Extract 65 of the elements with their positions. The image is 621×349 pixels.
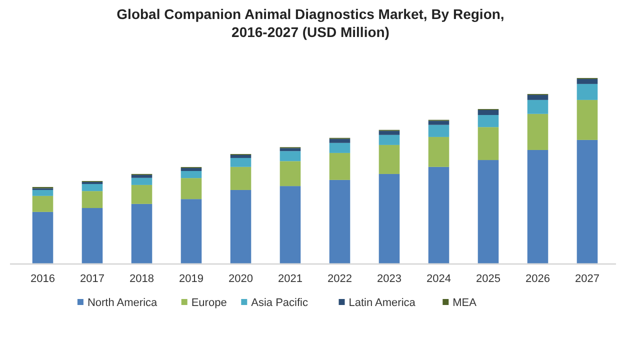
bar — [180, 171, 202, 178]
bar — [280, 161, 301, 186]
bar — [82, 208, 103, 264]
bar — [378, 174, 400, 264]
bar — [230, 158, 252, 167]
x-tick-label: 2027 — [575, 273, 600, 285]
bar — [478, 160, 499, 264]
bar — [329, 138, 350, 143]
bar — [280, 151, 301, 162]
bar — [32, 212, 54, 264]
bar — [576, 140, 598, 264]
x-tick-label: 2020 — [228, 273, 253, 285]
bar — [527, 100, 548, 114]
legend-label: Asia Pacific — [251, 297, 309, 309]
bar — [180, 168, 202, 171]
bar — [428, 124, 450, 137]
bar — [230, 166, 252, 190]
bar — [180, 199, 202, 264]
bar — [230, 155, 252, 158]
x-tick-label: 2017 — [80, 273, 104, 285]
bar — [527, 94, 548, 100]
bar — [32, 190, 54, 196]
bar — [329, 180, 350, 264]
legend-label: Latin America — [348, 297, 416, 309]
x-tick-label: 2023 — [377, 273, 402, 285]
bar — [378, 144, 400, 174]
bar — [478, 115, 499, 128]
bar — [576, 100, 598, 140]
bar — [329, 142, 350, 153]
bar — [82, 191, 103, 208]
bar — [280, 148, 301, 152]
legend-label: Europe — [191, 297, 227, 309]
bar — [329, 152, 350, 180]
bar — [378, 134, 400, 145]
x-tick-label: 2022 — [328, 273, 352, 285]
bar — [180, 178, 202, 200]
x-tick-label: 2025 — [476, 273, 500, 285]
bar — [428, 136, 450, 167]
bar — [378, 130, 400, 135]
x-tick-label: 2016 — [30, 273, 55, 285]
bar — [280, 186, 301, 264]
x-tick-label: 2021 — [278, 273, 302, 285]
chart-title: Global Companion Animal Diagnostics Market, By Region, 2016-2027 (USD Million) — [116, 6, 504, 40]
x-tick-label: 2019 — [179, 273, 204, 285]
bar — [32, 196, 54, 212]
legend-label: North America — [87, 297, 158, 309]
x-tick-label: 2026 — [526, 273, 550, 285]
bar — [576, 84, 598, 100]
bar — [576, 78, 598, 84]
bar — [131, 204, 152, 264]
legend-label: MEA — [452, 297, 478, 309]
bar — [478, 127, 499, 160]
bar — [131, 174, 152, 178]
bar — [428, 120, 450, 125]
x-tick-label: 2018 — [130, 273, 154, 285]
bar — [428, 166, 450, 264]
bar — [131, 178, 152, 185]
bar — [82, 184, 103, 192]
bar — [131, 184, 152, 204]
x-tick-label: 2024 — [426, 273, 451, 285]
bar — [82, 182, 103, 184]
bar — [230, 190, 252, 264]
bar — [527, 114, 548, 150]
bar — [527, 150, 548, 264]
bar — [478, 110, 499, 116]
